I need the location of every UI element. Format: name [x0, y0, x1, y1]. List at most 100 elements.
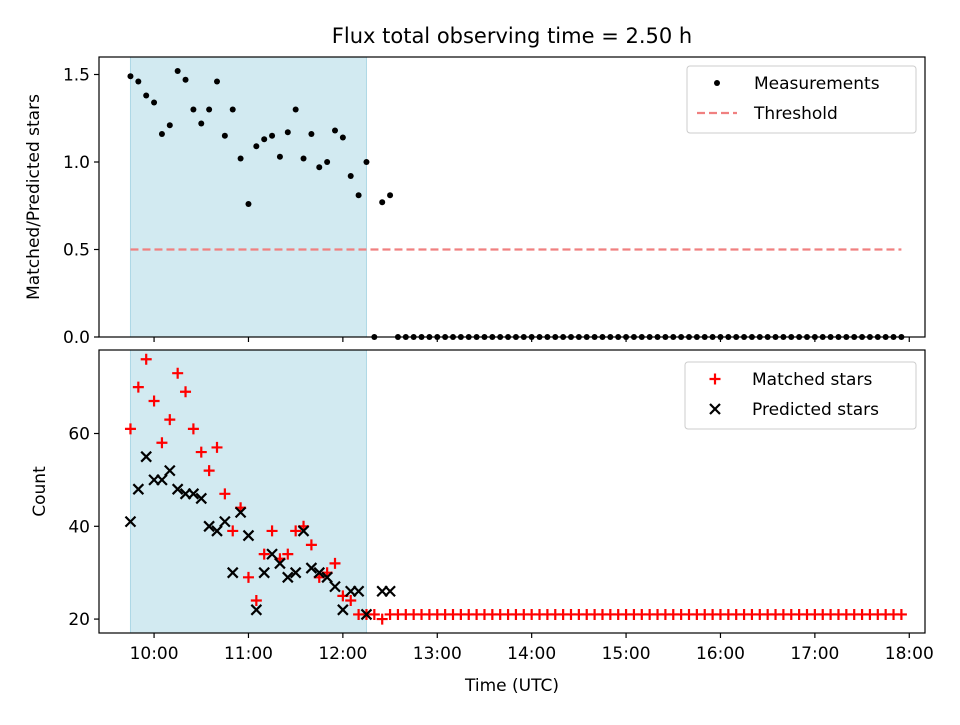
legend-label: Predicted stars: [752, 400, 879, 420]
measurement-point: [324, 159, 331, 165]
measurement-point: [332, 127, 338, 134]
measurement-point: [190, 106, 197, 113]
measurement-point: [127, 73, 134, 80]
measurement-point: [245, 201, 252, 207]
predicted-point: [297, 525, 310, 537]
x-tick-label: 11:00: [224, 644, 273, 664]
measurement-point: [363, 159, 370, 165]
y-tick-label: 20: [68, 610, 90, 630]
measurement-point: [253, 143, 260, 150]
matched-point: [345, 595, 357, 607]
predicted-point: [234, 506, 247, 519]
measurement-point: [292, 106, 299, 113]
x-axis-title: Time (UTC): [464, 676, 559, 696]
predicted-point: [274, 557, 286, 570]
matched-point: [242, 571, 254, 583]
matched-point: [895, 608, 907, 620]
predicted-point: [187, 488, 200, 500]
matched-point: [227, 525, 239, 537]
matched-point: [203, 465, 215, 477]
matched-point: [132, 381, 144, 393]
predicted-point: [313, 566, 326, 579]
measurement-point: [198, 120, 205, 127]
y-tick-label: 1.0: [63, 153, 90, 173]
shaded-interval: [129, 56, 367, 338]
x-tick-label: 16:00: [696, 644, 745, 664]
predicted-point: [289, 566, 302, 579]
measurement-point: [135, 78, 142, 85]
plot-frame: [98, 349, 926, 634]
legend-box: [686, 65, 917, 134]
measurement-point: [355, 192, 362, 199]
predicted-point: [140, 450, 152, 463]
matched-point: [266, 525, 278, 537]
legend-box: [684, 361, 917, 430]
series-predicted-stars: [124, 450, 396, 621]
matched-point: [282, 548, 294, 560]
chart-title: Flux total observing time = 2.50 h: [332, 24, 692, 48]
measurement-point: [229, 106, 236, 113]
measurement-point: [379, 199, 386, 206]
measurement-point: [316, 164, 323, 171]
matched-point: [376, 613, 388, 625]
legend: Matched stars Predicted stars: [684, 361, 917, 430]
predicted-point: [266, 548, 278, 560]
count-panel: 20 40 60 10:00 11:00 12:00 13:00 14:00 15:00 16:0…: [30, 349, 934, 696]
predicted-point: [195, 492, 208, 505]
measurement-point: [276, 153, 283, 160]
predicted-point: [219, 515, 231, 528]
predicted-point: [329, 580, 341, 593]
measurement-point: [284, 129, 291, 136]
legend-swatch: [709, 403, 721, 415]
matched-point: [140, 353, 152, 365]
y-tick-label: 0.5: [63, 241, 90, 261]
x-tick-label: 10:00: [130, 644, 179, 664]
predicted-point: [337, 604, 349, 616]
y-tick-label: 0.0: [63, 328, 90, 348]
predicted-point: [226, 566, 239, 579]
x-tick-label: 14:00: [507, 644, 556, 664]
x-tick-label: 18:00: [885, 644, 934, 664]
measurement-point: [269, 132, 276, 139]
matched-point: [156, 437, 168, 449]
y-axis-title: Matched/Predicted stars: [24, 94, 44, 300]
legend-label: Measurements: [754, 74, 880, 94]
plot-frame: [98, 56, 926, 338]
measurement-point: [143, 92, 150, 99]
legend-swatch: [709, 373, 721, 385]
measurement-point: [151, 99, 158, 106]
measurement-point: [339, 134, 346, 141]
measurement-point: [182, 76, 189, 83]
measurement-point: [308, 131, 315, 137]
y-tick-label: 1.5: [63, 66, 90, 86]
predicted-point: [360, 608, 373, 621]
matched-point: [250, 595, 262, 607]
predicted-point: [164, 464, 176, 477]
x-tick-label: 13:00: [413, 644, 462, 664]
predicted-point: [203, 520, 215, 533]
measurement-point: [387, 192, 394, 199]
measurement-point: [221, 132, 228, 139]
matched-point: [211, 441, 223, 453]
predicted-point: [156, 474, 168, 486]
matched-point: [172, 367, 184, 379]
predicted-point: [132, 483, 145, 495]
measurement-point: [300, 155, 307, 162]
y-tick-label: 60: [68, 425, 90, 445]
legend-label: Threshold: [753, 104, 838, 124]
predicted-point: [211, 525, 223, 537]
matched-point: [195, 446, 207, 458]
matched-point: [368, 608, 380, 620]
predicted-point: [258, 566, 270, 579]
measurement-point: [237, 155, 244, 162]
matched-point: [219, 488, 231, 500]
matched-point: [187, 423, 199, 435]
matched-point: [180, 386, 192, 398]
measurement-point: [206, 106, 213, 113]
matched-point: [148, 395, 160, 407]
measurement-point: [158, 131, 165, 137]
legend-label: Matched stars: [752, 370, 872, 390]
y-tick-label: 40: [68, 517, 90, 537]
